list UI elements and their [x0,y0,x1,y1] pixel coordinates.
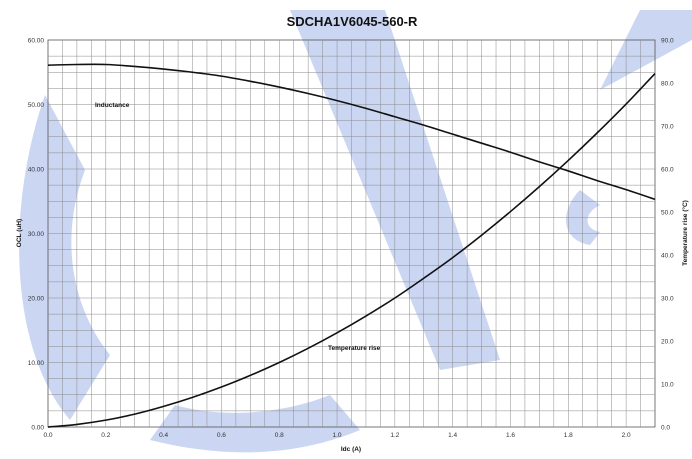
series-lines [47,63,656,428]
x-tick-label: 0.2 [101,432,110,439]
watermark [19,10,692,453]
y-right-tick-label: 60.0 [661,167,674,174]
x-tick-label: 2.0 [622,432,631,439]
inductance-line [47,63,656,201]
y-left-tick-label: 60.00 [28,38,45,45]
y-right-tick-label: 0.0 [661,425,670,432]
y-right-tick-label: 90.0 [661,38,674,45]
annotation-temperature-rise: Temperature rise [328,345,381,352]
x-tick-label: 1.0 [333,432,342,439]
y-right-tick-label: 10.0 [661,382,674,389]
y-right-tick-label: 20.0 [661,339,674,346]
y-right-tick-labels: 0.0 10.0 20.0 30.0 40.0 50.0 60.0 70.0 80.0 90.0 [661,38,674,432]
x-tick-label: 1.6 [506,432,515,439]
x-tick-label: 1.2 [390,432,399,439]
y-right-tick-label: 70.0 [661,124,674,131]
y-right-tick-label: 30.0 [661,296,674,303]
x-axis-label: Idc (A) [341,446,361,453]
x-tick-label: 1.8 [564,432,573,439]
grid-lines [48,40,655,427]
annotation-inductance: Inductance [95,102,130,109]
x-tick-label: 0.8 [275,432,284,439]
x-tick-label: 0.6 [217,432,226,439]
x-tick-label: 0.4 [159,432,168,439]
y-left-tick-label: 10.00 [28,360,45,367]
x-tick-labels: 0.0 0.2 0.4 0.6 0.8 1.0 1.2 1.4 1.6 1.8 2.0 [43,432,631,439]
chart-title: SDCHA1V6045-560-R [287,14,418,29]
x-tick-label: 1.4 [448,432,457,439]
y-left-tick-label: 30.00 [28,231,45,238]
y-left-axis-label: OCL (uH) [16,219,23,247]
y-right-axis-label: Temperature rise (°C) [681,200,689,266]
y-left-tick-label: 0.00 [31,425,44,432]
x-tick-label: 0.0 [43,432,52,439]
y-right-tick-label: 50.0 [661,210,674,217]
y-left-tick-label: 50.00 [28,102,45,109]
temperature-rise-line [47,72,656,428]
y-left-tick-label: 20.00 [28,296,45,303]
y-right-tick-label: 40.0 [661,253,674,260]
y-left-tick-labels: 0.00 10.00 20.00 30.00 40.00 50.00 60.00 [28,38,45,432]
y-right-tick-label: 80.0 [661,81,674,88]
y-left-tick-label: 40.00 [28,167,45,174]
